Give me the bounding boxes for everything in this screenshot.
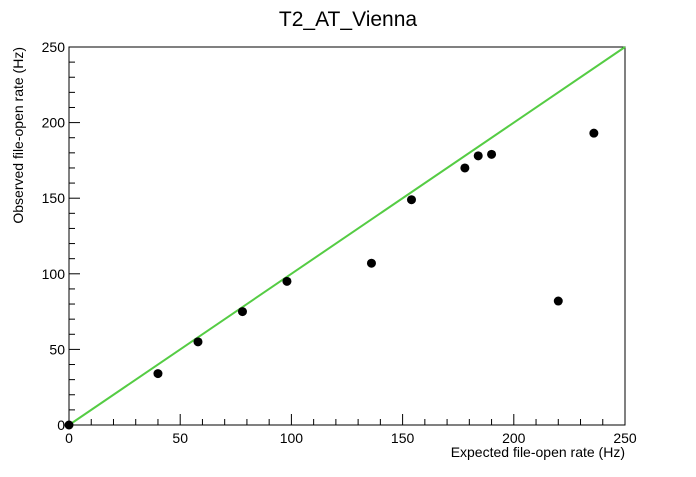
data-point [553,296,563,306]
x-tick-label: 150 [391,430,415,446]
x-tick-label: 50 [172,430,188,446]
data-point [487,149,497,159]
x-tick-label: 200 [502,430,526,446]
y-tick-label: 100 [42,266,66,282]
tick-labels: 0 50 100 150 200 250 0 50 100 150 200 250 [42,39,637,446]
y-tick-label: 200 [42,115,66,131]
reference-line [68,46,626,426]
y-tick-label: 250 [42,39,66,55]
data-point [406,195,416,205]
x-axis-label: Expected file-open rate (Hz) [451,444,625,460]
plot-frame [68,46,626,426]
diagonal-line [68,46,626,426]
data-point [460,163,470,173]
data-point [366,258,376,268]
y-tick-label: 50 [49,341,65,357]
data-point [64,420,74,430]
data-point [473,151,483,161]
data-point [282,276,292,286]
x-tick-label: 100 [280,430,304,446]
data-point [237,307,247,317]
y-tick-label: 0 [57,417,65,433]
chart-title: T2_AT_Vienna [279,8,417,31]
data-point [153,369,163,379]
x-tick-label: 0 [65,430,73,446]
x-tick-label: 250 [613,430,637,446]
data-points [64,128,599,430]
data-point [589,128,599,138]
data-point [193,337,203,347]
y-axis-label: Observed file-open rate (Hz) [10,47,26,224]
y-tick-label: 150 [42,190,66,206]
axis-ticks [68,46,626,426]
